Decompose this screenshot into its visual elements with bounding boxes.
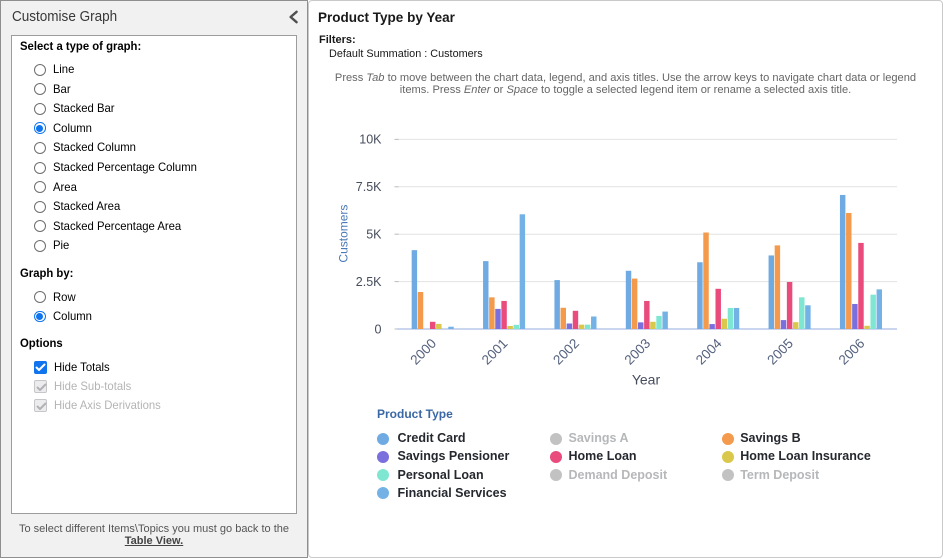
svg-text:5K: 5K (366, 228, 382, 242)
svg-text:2005: 2005 (764, 336, 796, 368)
svg-text:7.5K: 7.5K (356, 180, 382, 194)
svg-text:2001: 2001 (479, 336, 511, 368)
svg-text:Year: Year (632, 372, 661, 388)
svg-text:2002: 2002 (550, 336, 582, 368)
svg-text:2.5K: 2.5K (356, 275, 382, 289)
svg-text:0: 0 (375, 322, 382, 336)
svg-text:10K: 10K (359, 133, 382, 147)
svg-text:2004: 2004 (693, 335, 725, 367)
svg-text:Customers: Customers (337, 205, 351, 263)
svg-text:2000: 2000 (407, 336, 439, 368)
svg-text:2003: 2003 (621, 336, 653, 368)
svg-text:2006: 2006 (836, 336, 868, 368)
